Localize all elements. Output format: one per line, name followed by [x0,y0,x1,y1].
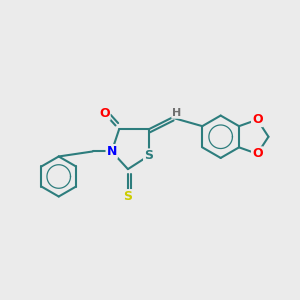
Text: O: O [252,147,262,160]
Text: H: H [172,108,181,118]
Text: S: S [123,190,132,203]
Text: O: O [99,107,110,120]
Text: S: S [144,149,153,162]
Text: O: O [252,113,262,126]
Text: N: N [106,145,117,158]
